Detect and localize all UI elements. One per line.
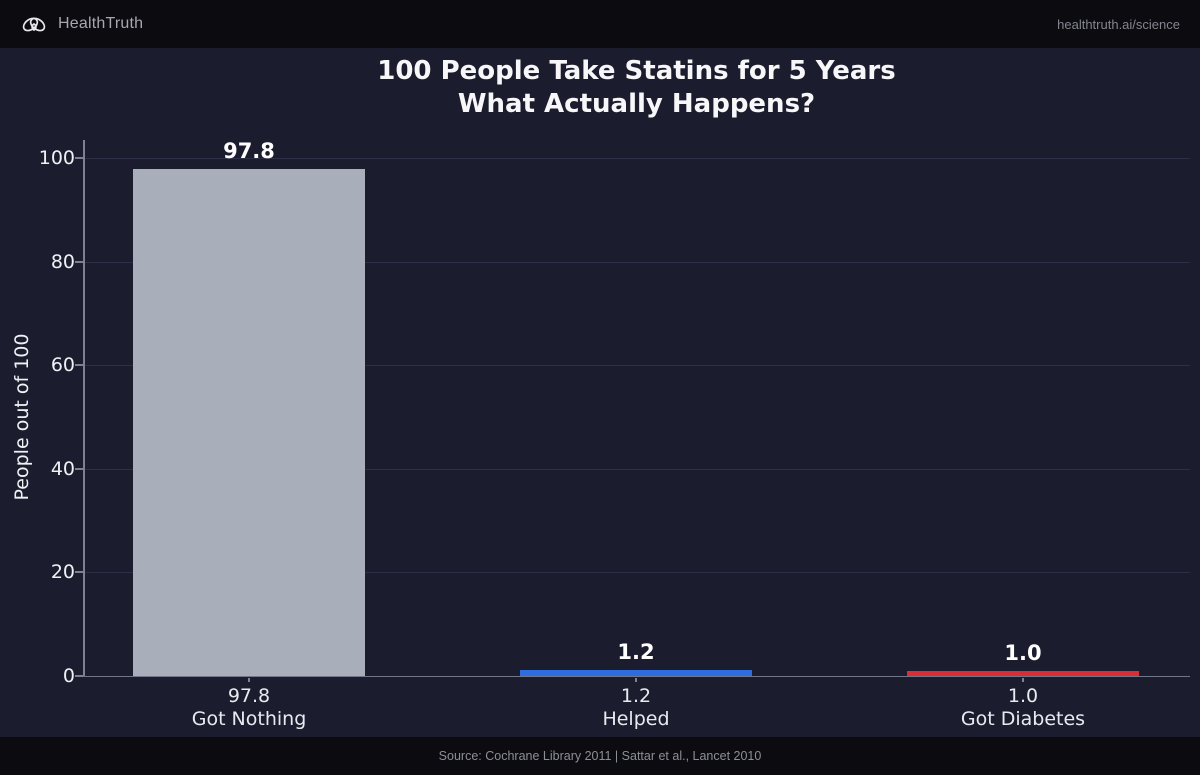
y-gridline-60 [83, 365, 1190, 367]
y-tick-mark-60 [75, 364, 83, 367]
knot-heart-icon [22, 17, 46, 32]
brand: HealthTruth [0, 10, 143, 38]
x-tick-label-got-diabetes: 1.0 Got Diabetes [873, 685, 1173, 731]
y-tick-label-80: 80 [50, 250, 75, 273]
y-gridline-20 [83, 572, 1190, 574]
y-gridline-80 [83, 261, 1190, 263]
bar-value-label-got-diabetes: 1.0 [1004, 640, 1042, 665]
chart-figure: 100 People Take Statins for 5 Years What… [0, 48, 1200, 737]
x-tick-mark-got-diabetes [1022, 678, 1024, 682]
y-gridline-40 [83, 468, 1190, 470]
y-tick-label-20: 20 [50, 561, 75, 584]
chart-title: 100 People Take Statins for 5 Years What… [83, 55, 1190, 121]
bar-got-nothing [133, 169, 365, 676]
y-tick-label-100: 100 [38, 147, 75, 169]
y-tick-label-40: 40 [50, 457, 75, 480]
x-tick-mark-helped [635, 678, 637, 682]
x-tick-mark-got-nothing [248, 678, 250, 682]
y-tick-mark-40 [75, 467, 83, 470]
y-tick-label-60: 60 [50, 354, 75, 377]
site-url: healthtruth.ai/science [1057, 16, 1180, 32]
chart-title-line1: 100 People Take Statins for 5 Years [377, 56, 896, 86]
y-axis-spine [83, 140, 85, 676]
source-citation: Source: Cochrane Library 2011 | Sattar e… [438, 749, 762, 763]
y-tick-mark-100 [75, 157, 83, 159]
brand-name: HealthTruth [58, 15, 144, 32]
x-tick-label-line1: 1.0 [1007, 685, 1039, 707]
y-gridline-0 [83, 676, 1190, 677]
y-axis-label: People out of 100 [11, 333, 33, 501]
x-tick-label-got-nothing: 97.8 Got Nothing [99, 685, 399, 731]
x-tick-label-line1: 97.8 [227, 685, 271, 707]
x-tick-label-helped: 1.2 Helped [486, 685, 786, 731]
y-tick-mark-20 [75, 571, 83, 574]
x-tick-label-line2: Got Diabetes [960, 708, 1086, 730]
footer-bar: Source: Cochrane Library 2011 | Sattar e… [0, 737, 1200, 775]
header-bar: HealthTruth healthtruth.ai/science [0, 0, 1200, 48]
y-tick-label-0: 0 [62, 665, 75, 687]
chart-title-line2: What Actually Happens? [457, 89, 816, 119]
x-tick-label-line2: Helped [602, 708, 670, 730]
y-tick-mark-80 [75, 260, 83, 263]
y-tick-mark-0 [75, 675, 83, 677]
y-gridline-100 [83, 158, 1190, 159]
bar-value-label-got-nothing: 97.8 [223, 139, 275, 164]
x-tick-label-line1: 1.2 [620, 685, 652, 707]
bar-got-diabetes [907, 670, 1139, 676]
x-tick-label-line2: Got Nothing [191, 708, 307, 730]
bar-helped [520, 669, 752, 676]
bar-value-label-helped: 1.2 [617, 639, 655, 664]
